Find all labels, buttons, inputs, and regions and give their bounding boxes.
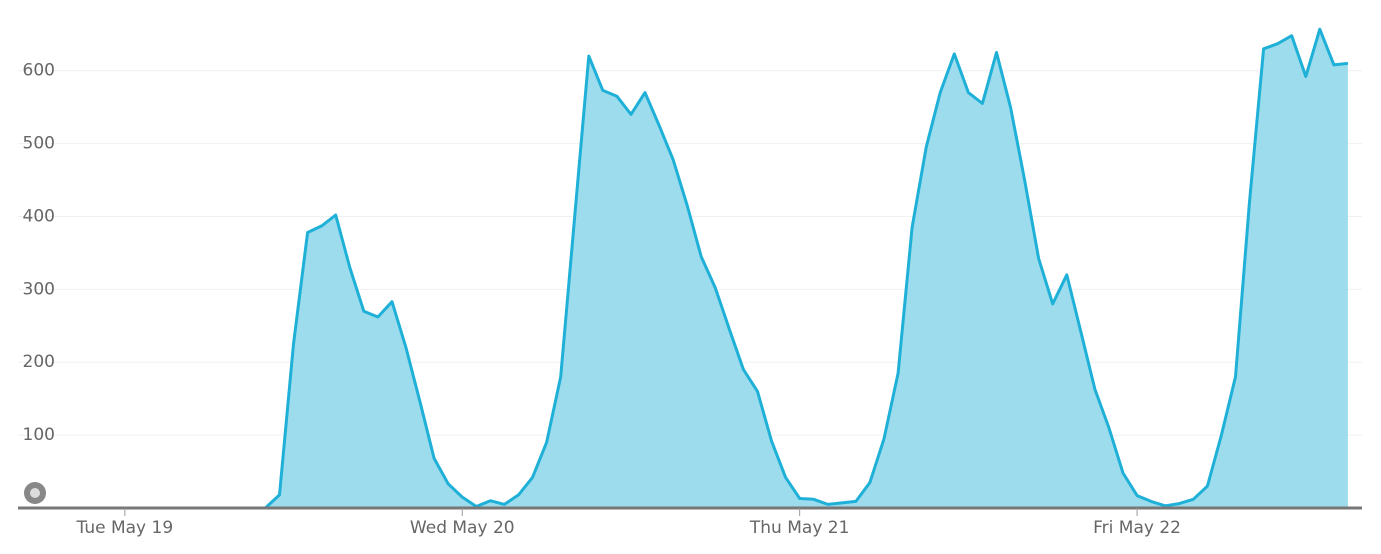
x-tick-label: Tue May 19 <box>76 518 174 538</box>
area <box>18 29 1348 508</box>
y-tick-label: 300 <box>23 279 55 299</box>
y-tick-label: 400 <box>23 206 55 226</box>
y-tick-label: 100 <box>23 425 55 445</box>
y-tick-label: 200 <box>23 352 55 372</box>
icon-inner <box>30 488 40 498</box>
y-tick-label: 600 <box>23 61 55 81</box>
x-tick-label: Wed May 20 <box>410 518 515 538</box>
line <box>18 27 1349 510</box>
y-tick-label: 500 <box>23 134 55 154</box>
x-tick-label: Fri May 22 <box>1093 518 1181 538</box>
x-tick-label: Thu May 21 <box>749 518 850 538</box>
